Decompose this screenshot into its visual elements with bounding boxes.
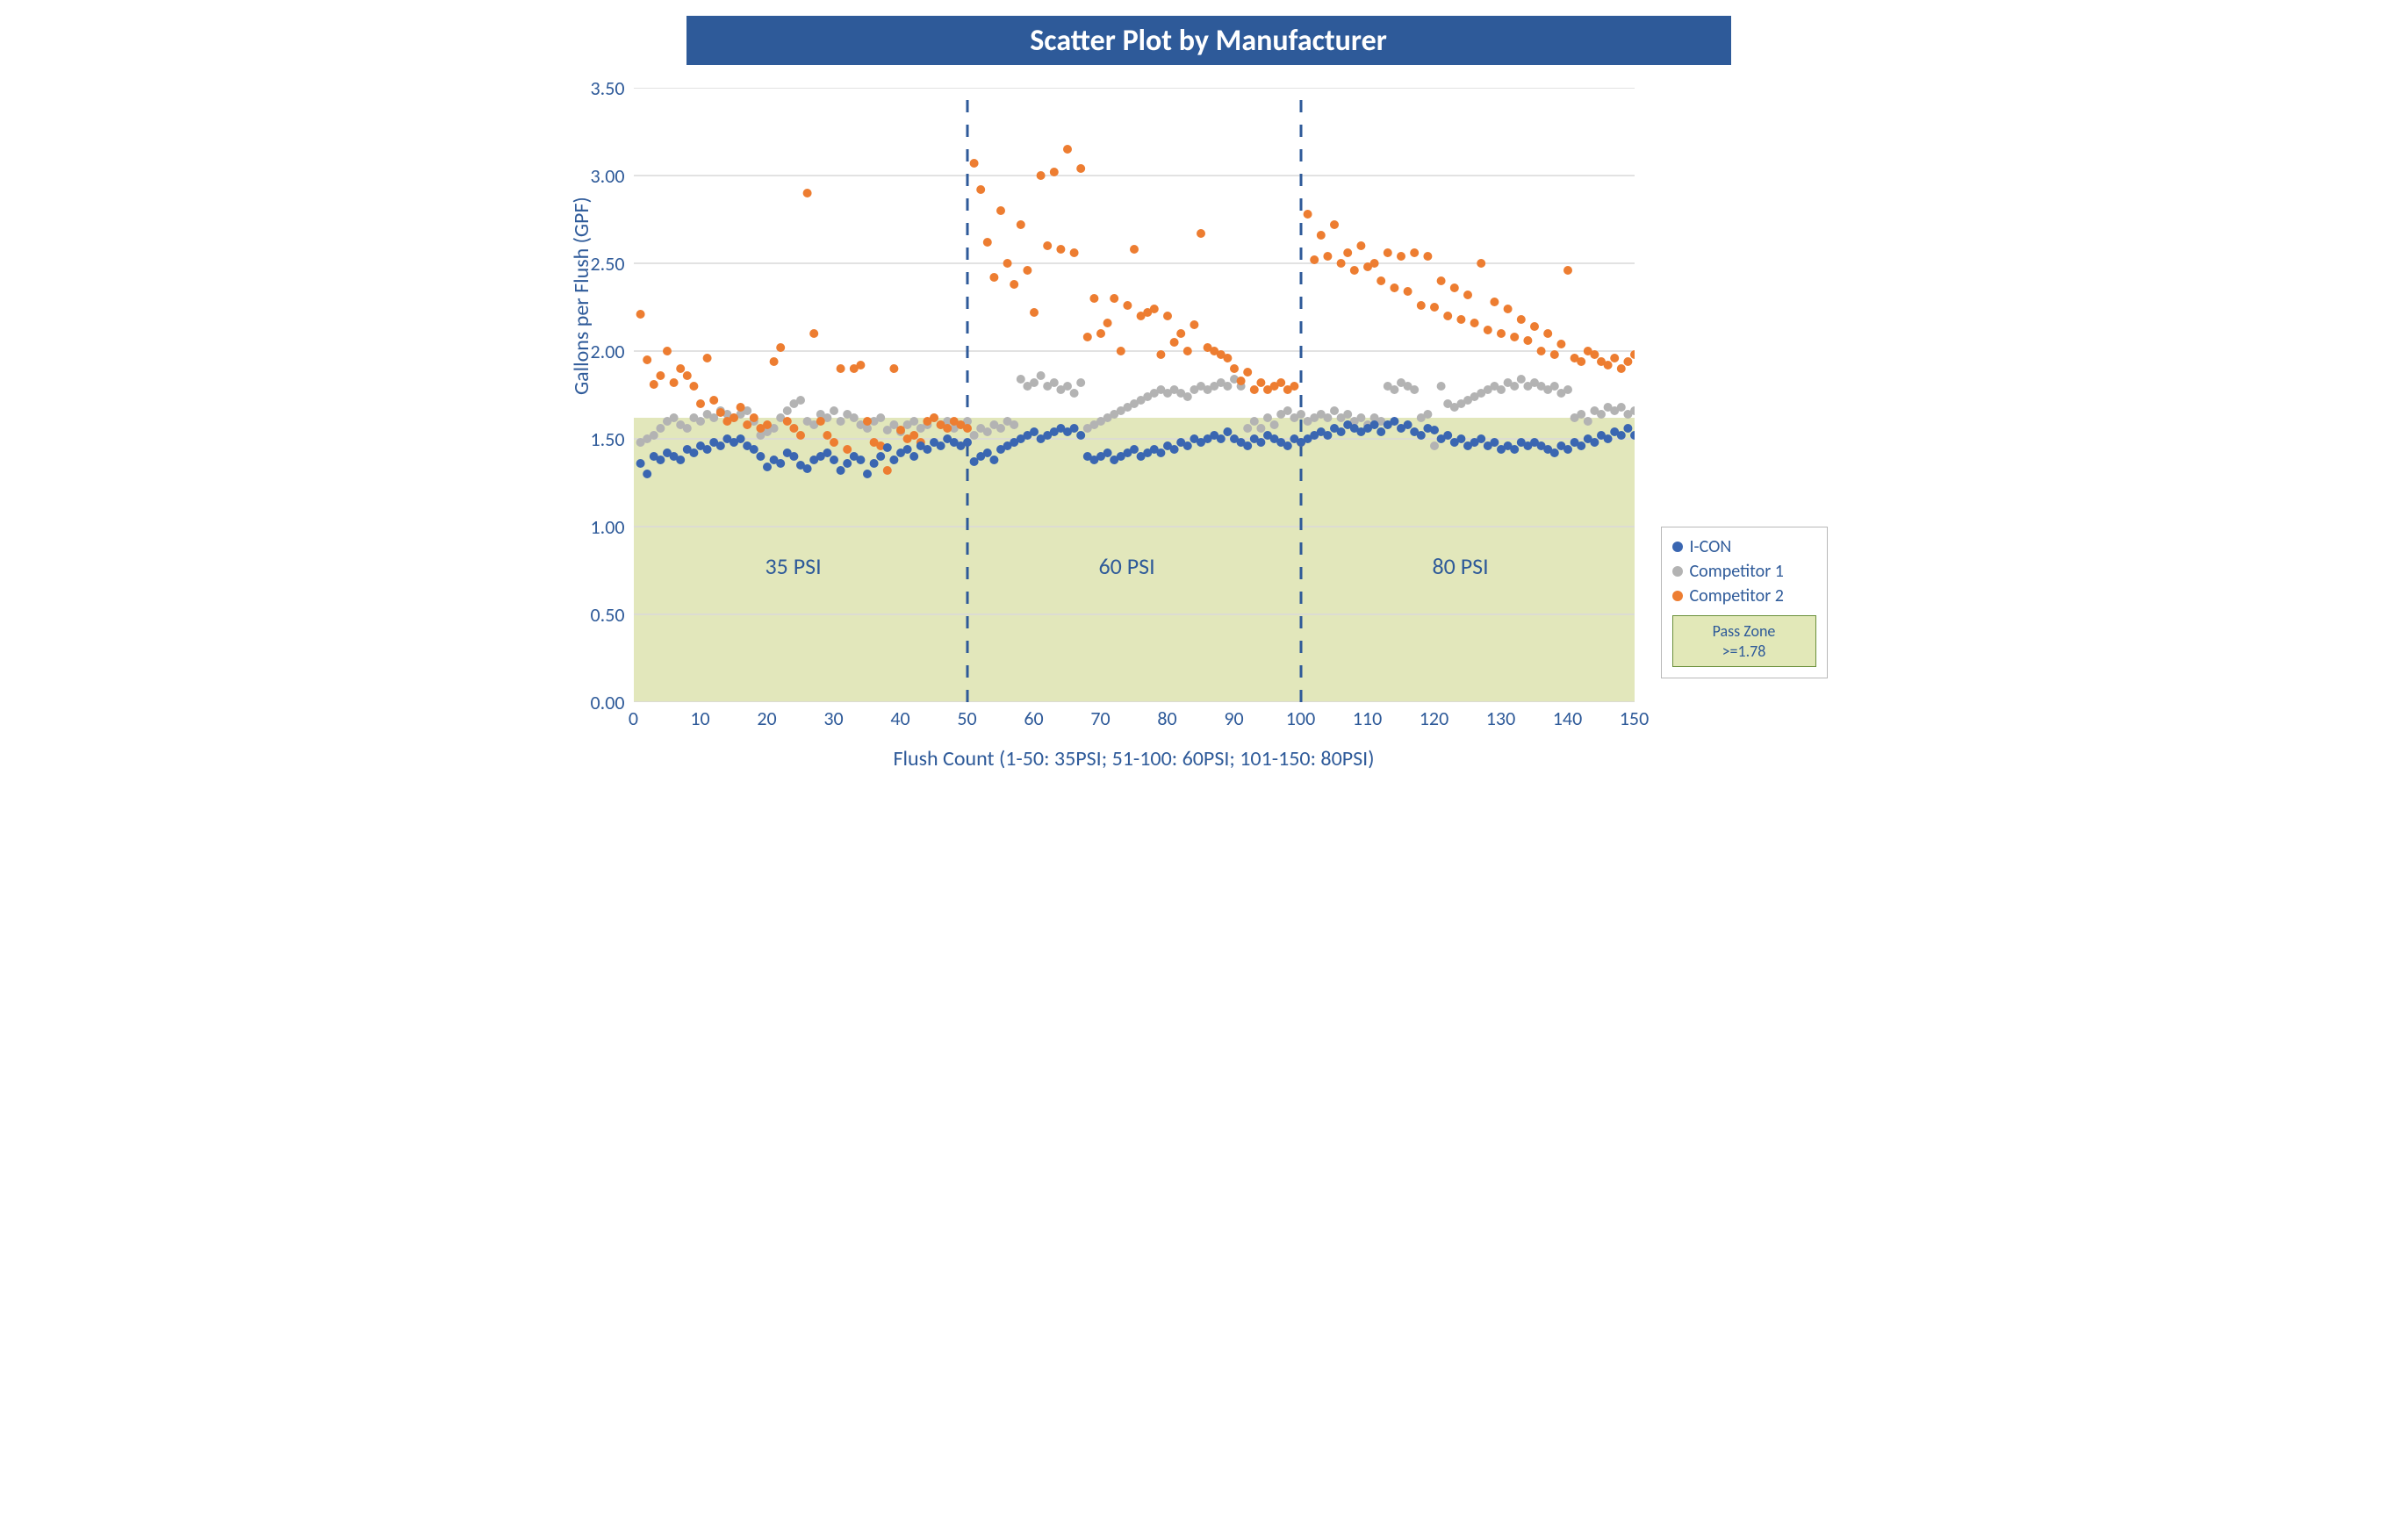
legend-passzone-line1: Pass Zone bbox=[1677, 621, 1812, 642]
plot-area bbox=[634, 88, 1635, 702]
y-tick-label: 2.00 bbox=[572, 340, 625, 363]
region-label: 35 PSI bbox=[766, 552, 822, 580]
x-tick-label: 150 bbox=[1617, 707, 1652, 730]
x-tick-label: 130 bbox=[1484, 707, 1519, 730]
chart-page: Scatter Plot by Manufacturer Gallons per… bbox=[564, 0, 1845, 816]
x-tick-label: 20 bbox=[750, 707, 785, 730]
y-tick-label: 3.00 bbox=[572, 164, 625, 188]
legend-row-icon: I-CON bbox=[1672, 536, 1816, 557]
x-tick-label: 90 bbox=[1217, 707, 1252, 730]
legend-label-icon: I-CON bbox=[1690, 536, 1732, 557]
x-tick-label: 10 bbox=[683, 707, 718, 730]
x-tick-label: 40 bbox=[883, 707, 918, 730]
x-tick-label: 80 bbox=[1150, 707, 1185, 730]
x-tick-label: 50 bbox=[950, 707, 985, 730]
region-label: 60 PSI bbox=[1099, 552, 1155, 580]
x-tick-label: 140 bbox=[1550, 707, 1585, 730]
legend-label-comp2: Competitor 2 bbox=[1690, 585, 1784, 606]
chart-title: Scatter Plot by Manufacturer bbox=[1030, 23, 1387, 59]
y-tick-label: 1.00 bbox=[572, 515, 625, 539]
legend: I-CON Competitor 1 Competitor 2 Pass Zon… bbox=[1661, 527, 1828, 678]
plot-svg bbox=[634, 88, 1635, 702]
region-label: 80 PSI bbox=[1433, 552, 1489, 580]
legend-dot-icon bbox=[1672, 542, 1683, 552]
y-tick-label: 1.50 bbox=[572, 427, 625, 451]
x-tick-label: 60 bbox=[1017, 707, 1052, 730]
x-tick-label: 100 bbox=[1283, 707, 1319, 730]
legend-dot-comp2 bbox=[1672, 591, 1683, 601]
legend-dot-comp1 bbox=[1672, 566, 1683, 577]
x-tick-label: 110 bbox=[1350, 707, 1385, 730]
x-tick-label: 120 bbox=[1417, 707, 1452, 730]
legend-passzone: Pass Zone >=1.78 bbox=[1672, 615, 1816, 667]
legend-label-comp1: Competitor 1 bbox=[1690, 561, 1784, 582]
legend-row-comp2: Competitor 2 bbox=[1672, 585, 1816, 606]
legend-passzone-line2: >=1.78 bbox=[1677, 642, 1812, 662]
chart-title-bar: Scatter Plot by Manufacturer bbox=[686, 16, 1731, 65]
y-tick-label: 3.50 bbox=[572, 76, 625, 100]
y-tick-label: 2.50 bbox=[572, 252, 625, 276]
x-tick-label: 0 bbox=[616, 707, 651, 730]
x-axis-label: Flush Count (1-50: 35PSI; 51-100: 60PSI;… bbox=[634, 746, 1635, 771]
x-tick-label: 30 bbox=[816, 707, 852, 730]
x-tick-label: 70 bbox=[1083, 707, 1118, 730]
legend-row-comp1: Competitor 1 bbox=[1672, 561, 1816, 582]
y-axis-label: Gallons per Flush (GPF) bbox=[569, 197, 594, 395]
y-tick-label: 0.50 bbox=[572, 603, 625, 627]
